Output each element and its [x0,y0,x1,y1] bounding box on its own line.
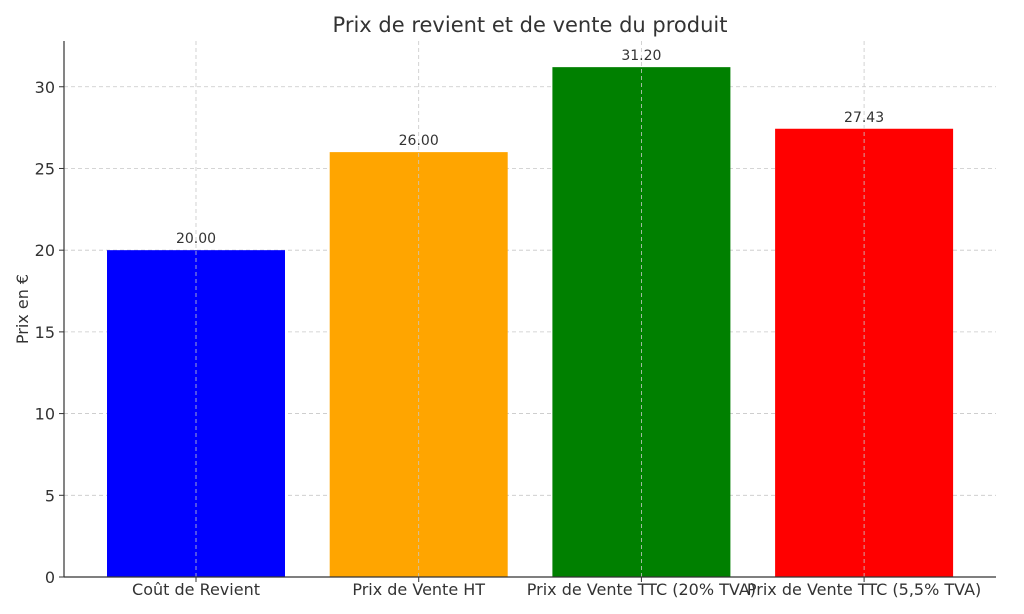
axes [59,41,996,582]
x-tick-label: Prix de Vente HT [352,580,485,599]
y-tick-label: 20 [35,241,55,260]
x-tick-label: Prix de Vente TTC (20% TVA) [527,580,756,599]
bars [107,67,954,578]
bar-value-label: 31.20 [621,48,661,64]
y-tick-label: 5 [45,486,55,505]
y-axis-label: Prix en € [13,274,32,344]
vertical-grid [195,41,865,577]
bar-value-label: 20.00 [176,231,216,247]
bar-value-label: 27.43 [844,110,884,126]
y-tick-label: 0 [45,568,55,587]
x-tick-label: Prix de Vente TTC (5,5% TVA) [747,580,981,599]
y-tick-label: 25 [35,159,55,178]
chart-title: Prix de revient et de vente du produit [333,13,728,37]
labels: 0 5 10 15 20 25 30 20.00 26.00 31.20 27.43 Coût de … [35,48,982,599]
x-tick-label: Coût de Revient [132,580,260,599]
y-tick-label: 15 [35,323,55,342]
y-tick-label: 10 [35,405,55,424]
y-tick-label: 30 [35,78,55,97]
bar-value-label: 26.00 [399,133,439,149]
